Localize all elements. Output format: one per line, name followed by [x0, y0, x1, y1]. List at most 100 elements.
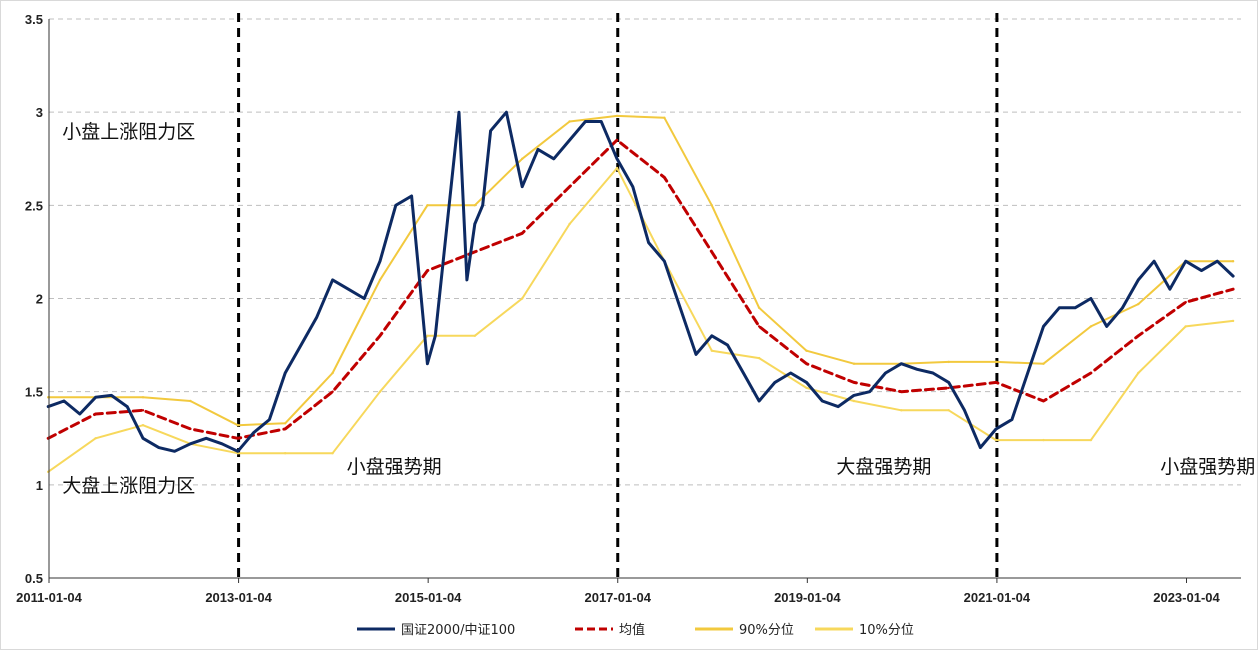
data-point — [1042, 362, 1045, 365]
data-point — [1042, 325, 1045, 328]
chart-annotation: 小盘上涨阻力区 — [62, 121, 195, 143]
data-point — [757, 325, 761, 328]
data-point — [1058, 306, 1061, 309]
data-point — [94, 437, 97, 440]
data-point — [331, 371, 334, 375]
y-tick-label: 1 — [36, 478, 43, 493]
data-point — [852, 394, 856, 397]
data-point — [331, 390, 334, 393]
data-point — [481, 204, 484, 207]
data-point — [710, 204, 713, 207]
data-point — [126, 405, 129, 408]
data-point — [1089, 371, 1093, 375]
data-point — [1231, 274, 1235, 278]
data-point — [773, 381, 777, 384]
data-point — [1184, 260, 1187, 263]
data-point — [284, 422, 287, 425]
data-point — [647, 241, 650, 244]
legend-item: 90%分位 — [695, 623, 794, 638]
data-point — [315, 315, 318, 319]
data-point — [994, 427, 998, 431]
data-point — [868, 390, 871, 393]
data-point — [394, 204, 397, 207]
data-point — [947, 381, 950, 384]
data-point — [694, 353, 698, 356]
data-point — [426, 269, 429, 272]
x-tick-label: 2021-01-04 — [964, 590, 1031, 605]
data-point — [1231, 288, 1235, 291]
x-tick-label: 2015-01-04 — [395, 590, 462, 605]
data-point — [726, 343, 729, 347]
data-point — [347, 288, 350, 291]
data-point — [742, 371, 745, 375]
data-point — [884, 371, 887, 375]
data-point — [947, 386, 950, 390]
data-point — [915, 368, 919, 371]
data-point — [173, 450, 176, 453]
data-point — [1105, 325, 1108, 328]
data-point — [663, 260, 666, 263]
data-point — [141, 437, 145, 440]
series-line-2 — [47, 114, 1235, 427]
data-point — [331, 452, 334, 455]
data-point — [757, 356, 761, 360]
data-point — [1121, 306, 1124, 309]
data-point — [426, 362, 429, 365]
legend-label: 10%分位 — [859, 623, 914, 638]
data-point — [615, 138, 619, 142]
data-point — [536, 148, 540, 151]
data-point — [505, 111, 508, 114]
y-tick-label: 0.5 — [25, 571, 43, 586]
x-tick-label: 2019-01-04 — [774, 590, 841, 605]
data-point — [1089, 297, 1093, 300]
data-point — [236, 437, 239, 440]
data-point — [679, 306, 682, 309]
data-point — [378, 260, 382, 263]
data-point — [1137, 371, 1140, 375]
data-point — [473, 250, 476, 254]
chart-annotation: 大盘强势期 — [836, 456, 931, 478]
x-tick-label: 2023-01-04 — [1153, 590, 1220, 605]
series-line-1 — [46, 138, 1235, 440]
data-point — [568, 222, 571, 226]
data-point — [78, 412, 82, 416]
data-point — [331, 278, 334, 282]
data-point — [110, 394, 113, 397]
legend-label: 国证2000/中证100 — [401, 623, 515, 638]
data-point — [1137, 334, 1140, 337]
data-point — [473, 334, 476, 337]
data-point — [449, 185, 453, 188]
data-point — [434, 334, 437, 337]
data-point — [1089, 438, 1093, 442]
data-point — [62, 399, 66, 403]
data-point — [94, 412, 97, 416]
data-point — [220, 442, 224, 445]
data-point — [205, 437, 208, 440]
data-point — [600, 120, 603, 123]
data-point — [1137, 302, 1140, 306]
data-point — [189, 399, 192, 403]
data-point — [931, 371, 935, 375]
data-point — [378, 278, 382, 282]
legend-item: 10%分位 — [815, 623, 914, 638]
data-point — [284, 427, 287, 431]
data-point — [994, 381, 998, 384]
data-point — [378, 334, 382, 337]
data-point — [1137, 278, 1140, 282]
data-point — [410, 194, 413, 198]
data-point — [442, 260, 445, 263]
data-point — [473, 204, 476, 207]
x-tick-label: 2013-01-04 — [205, 590, 272, 605]
data-point — [521, 297, 524, 300]
data-point — [1231, 260, 1235, 263]
data-point — [299, 343, 303, 347]
data-point — [615, 166, 619, 170]
data-point — [994, 438, 998, 442]
data-point — [141, 409, 145, 412]
data-point — [568, 185, 571, 188]
data-point — [710, 334, 713, 337]
data-point — [521, 185, 524, 188]
data-point — [465, 278, 469, 282]
data-point — [836, 405, 840, 408]
